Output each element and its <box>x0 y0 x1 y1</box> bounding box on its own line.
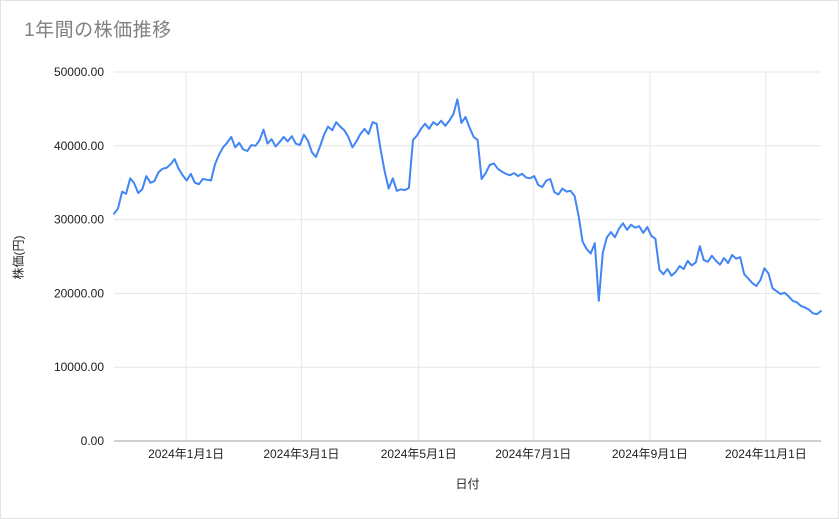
x-tick-label: 2024年3月1日 <box>263 447 339 461</box>
y-tick-label: 30000.00 <box>54 213 104 227</box>
y-tick-label: 40000.00 <box>54 139 104 153</box>
chart-title: 1年間の株価推移 <box>24 20 172 41</box>
x-tick-label: 2024年9月1日 <box>612 447 688 461</box>
x-tick-label: 2024年11月1日 <box>725 447 807 461</box>
y-tick-label: 20000.00 <box>54 286 104 300</box>
x-axis-title: 日付 <box>455 477 480 491</box>
x-tick-label: 2024年1月1日 <box>148 447 224 461</box>
price-line-series <box>113 98 822 316</box>
x-tick-label: 2024年7月1日 <box>495 447 571 461</box>
x-tick-label: 2024年5月1日 <box>381 447 457 461</box>
y-tick-label: 0.00 <box>81 434 105 448</box>
y-tick-label: 50000.00 <box>54 65 104 79</box>
y-tick-label: 10000.00 <box>54 360 104 374</box>
